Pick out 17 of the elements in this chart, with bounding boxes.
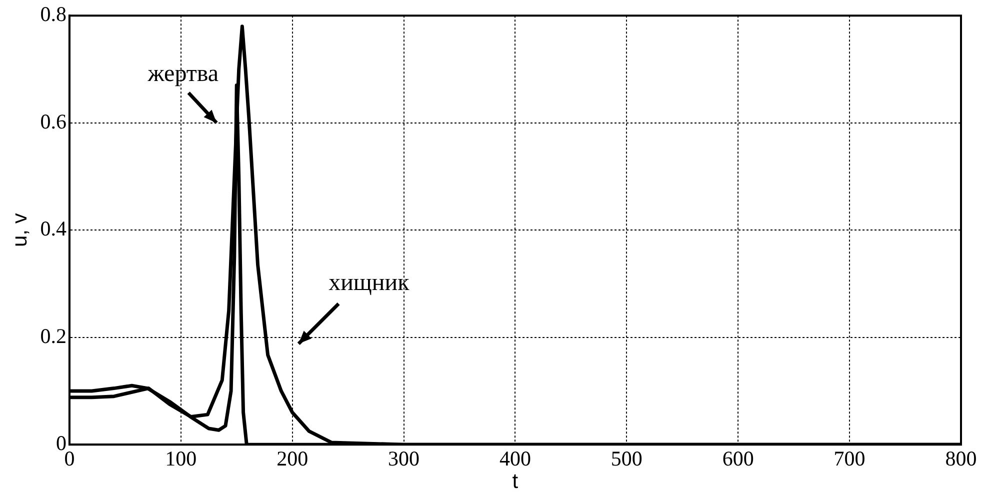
y-tick-label: 0.4 (40, 216, 67, 241)
x-tick-label: 400 (499, 446, 531, 471)
x-tick-label: 300 (388, 446, 420, 471)
y-axis-title: u, v (8, 212, 32, 248)
y-tick-label: 0.2 (40, 324, 66, 348)
x-tick-label: 600 (722, 446, 754, 471)
x-axis-title: t (512, 470, 518, 494)
y-tick-label: 0.8 (40, 2, 66, 26)
x-tick-label: 800 (945, 446, 977, 471)
x-tick-label: 100 (165, 446, 197, 471)
annotation: хищник (328, 270, 410, 296)
x-tick-label: 700 (834, 446, 866, 471)
y-tick-label: 0.6 (40, 109, 66, 134)
x-tick-label: 200 (276, 446, 308, 471)
y-tick-label: 0 (56, 431, 66, 456)
x-tick-label: 500 (610, 446, 642, 471)
annotation: жертва (146, 61, 219, 88)
